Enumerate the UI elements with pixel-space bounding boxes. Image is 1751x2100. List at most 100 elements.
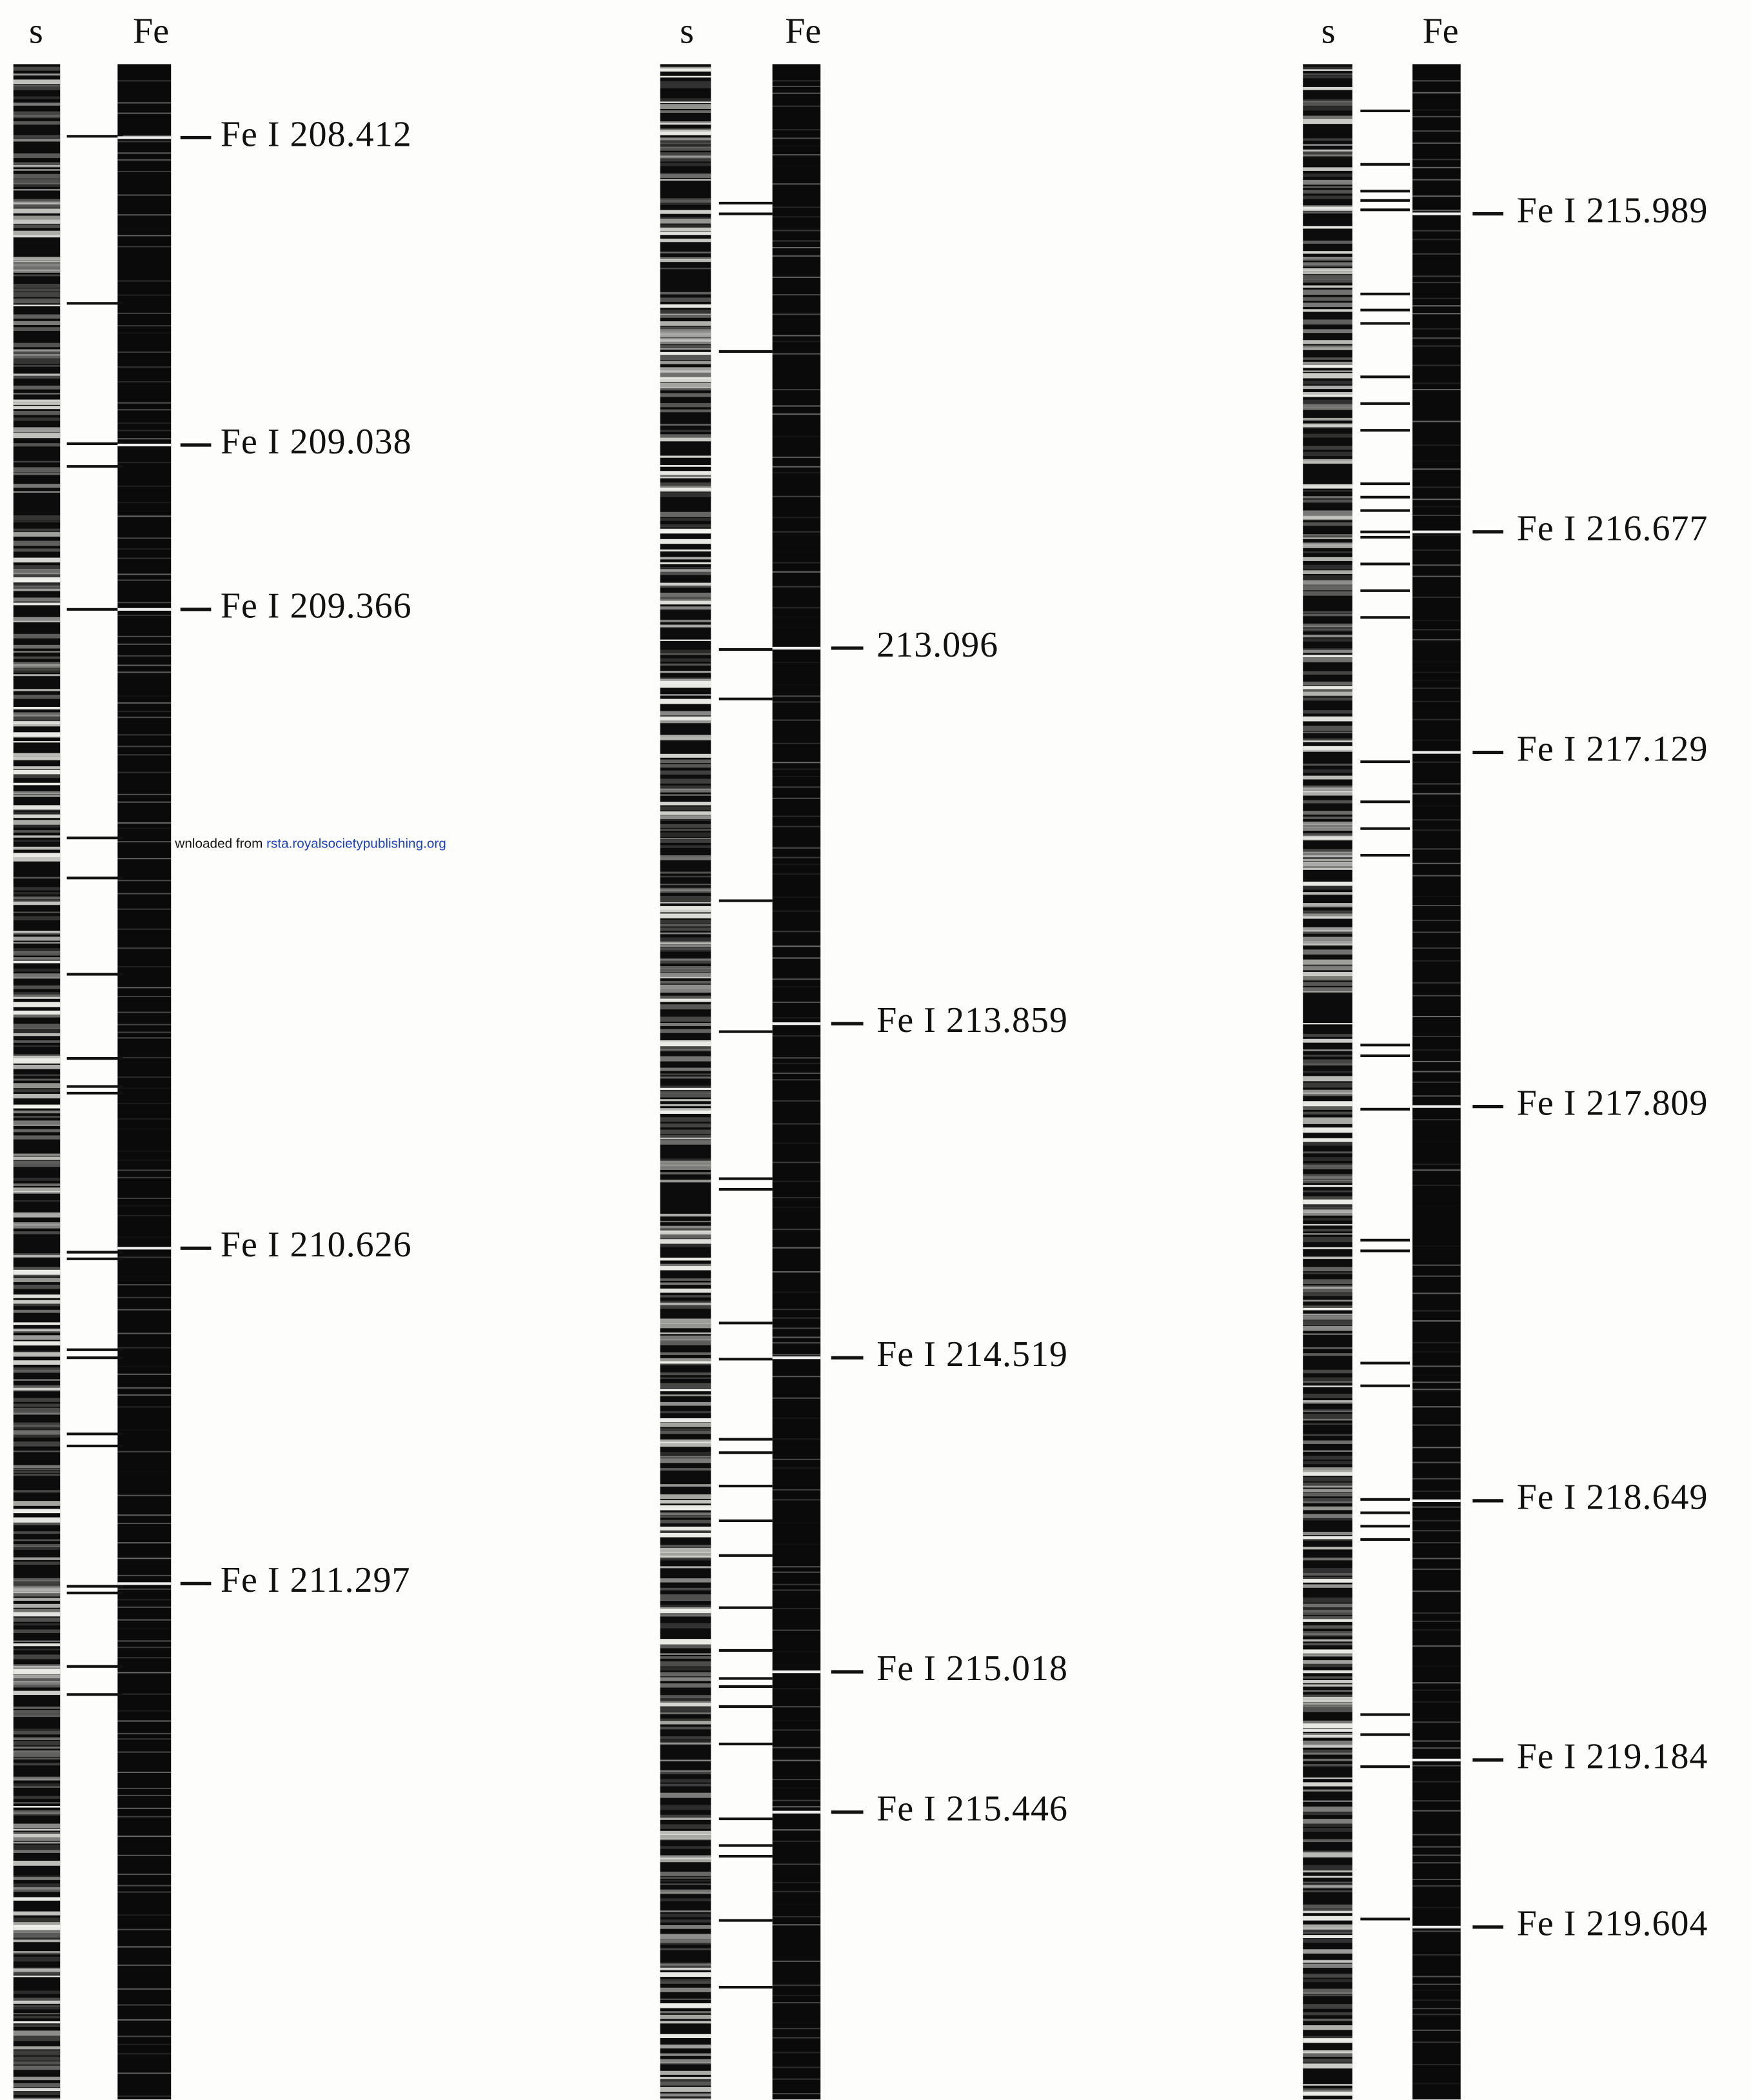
spectrum-line bbox=[117, 664, 172, 666]
spectrum-band bbox=[660, 896, 711, 902]
spectrum-band bbox=[13, 1592, 61, 1597]
spectrum-band bbox=[1303, 987, 1352, 992]
spectrum-band bbox=[1303, 1402, 1352, 1404]
fe-emission bbox=[772, 1810, 821, 1814]
spectrum-line bbox=[117, 502, 172, 504]
spectrum-band bbox=[13, 1917, 61, 1923]
spectrum-band bbox=[13, 1877, 61, 1881]
spectrum-line bbox=[117, 1687, 171, 1689]
spectrum-band bbox=[1303, 2092, 1352, 2096]
spectrum-line bbox=[772, 1196, 821, 1198]
spectrum-band bbox=[660, 679, 711, 682]
spectrum-band bbox=[660, 155, 711, 159]
spectrum-band bbox=[660, 1697, 711, 1703]
spectrum-band bbox=[13, 165, 61, 168]
spectrum-band bbox=[13, 138, 61, 142]
spectrum-line bbox=[117, 381, 172, 382]
spectrum-band bbox=[660, 423, 711, 426]
spectrum-line bbox=[117, 1732, 172, 1735]
spectrum-band bbox=[13, 1135, 61, 1140]
spectrum-band bbox=[1303, 1501, 1352, 1503]
spectrum-band bbox=[13, 1832, 61, 1835]
spectrum-line bbox=[117, 1995, 171, 1996]
spectrum-line bbox=[1412, 1293, 1461, 1294]
spectrum-band bbox=[13, 1783, 61, 1787]
spectrum-band bbox=[13, 410, 61, 415]
spectrum-band bbox=[13, 877, 61, 879]
spectrum-line bbox=[117, 366, 172, 368]
spectrum-band bbox=[1303, 1236, 1352, 1243]
spectrum-band bbox=[660, 1046, 711, 1052]
spectrum-band bbox=[660, 348, 711, 350]
spectrum-band bbox=[660, 989, 711, 993]
spectrum-band bbox=[13, 1810, 61, 1815]
spectrum-band bbox=[660, 1967, 711, 1970]
spectrum-band bbox=[1303, 1385, 1352, 1387]
spectrum-band bbox=[1303, 1547, 1352, 1550]
strip-header: s bbox=[680, 11, 694, 51]
spectrum-band bbox=[660, 345, 711, 348]
spectrum-band bbox=[660, 1305, 711, 1309]
spectrum-line bbox=[772, 1806, 821, 1808]
spectrum-band bbox=[13, 1875, 61, 1879]
spectrum-band bbox=[660, 1257, 711, 1261]
spectrum-band bbox=[1303, 1196, 1352, 1202]
spectrum-band bbox=[660, 943, 711, 947]
spectrum-band bbox=[13, 916, 61, 920]
spectrum-line bbox=[1412, 1035, 1461, 1038]
spectrum-band bbox=[13, 406, 61, 410]
spectrum-band bbox=[1303, 2050, 1352, 2054]
spectrum-band bbox=[13, 2097, 61, 2100]
spectrum-line bbox=[1412, 947, 1461, 949]
spectrum-line bbox=[117, 112, 172, 114]
spectrum-band bbox=[660, 1372, 711, 1376]
spectrum-band bbox=[660, 845, 711, 848]
spectrum-line bbox=[772, 1589, 821, 1591]
spectrum-band bbox=[13, 1531, 61, 1534]
spectrum-band bbox=[13, 1160, 61, 1165]
spectrum-band bbox=[660, 128, 711, 131]
spectrum-line bbox=[772, 2093, 821, 2095]
spectrum-band bbox=[13, 1953, 61, 1955]
spectrum-band bbox=[1303, 1959, 1352, 1962]
spectrum-band bbox=[13, 602, 61, 606]
spectrum-band bbox=[1303, 1300, 1352, 1302]
spectrum-line bbox=[117, 1606, 172, 1608]
spectrum-line bbox=[772, 1309, 821, 1311]
spectrum-band bbox=[1303, 1694, 1352, 1698]
spectrum-band bbox=[660, 292, 711, 295]
spectrum-line bbox=[117, 1151, 172, 1153]
spectrum-band bbox=[13, 689, 61, 691]
spectrum-line bbox=[117, 602, 172, 604]
spectrum-line bbox=[772, 1180, 821, 1182]
spectrum-band bbox=[1303, 211, 1352, 214]
spectrum-line bbox=[117, 229, 171, 230]
spectrum-band bbox=[1303, 1023, 1352, 1025]
spectrum-band bbox=[660, 1213, 711, 1217]
spectrum-line bbox=[1412, 862, 1461, 864]
spectrum-line bbox=[772, 353, 821, 355]
spectrum-band bbox=[1303, 1789, 1352, 1792]
spectrum-band bbox=[660, 1838, 711, 1841]
spectrum-line bbox=[117, 235, 172, 237]
spectrum-band bbox=[660, 1049, 711, 1051]
spectrum-line bbox=[1412, 1389, 1461, 1391]
spectrum-band bbox=[1303, 638, 1352, 642]
spectrum-band bbox=[660, 2099, 711, 2100]
spectrum-band bbox=[1303, 271, 1352, 275]
spectrum-band bbox=[13, 1064, 61, 1069]
spectrum-line bbox=[117, 1197, 172, 1200]
spectrum-line bbox=[117, 438, 172, 440]
spectrum-band bbox=[660, 1228, 711, 1233]
spectrum-band bbox=[660, 329, 711, 335]
spectrum-band bbox=[1303, 1963, 1352, 1968]
spectrum-band bbox=[660, 430, 711, 432]
spectrum-band bbox=[660, 1718, 711, 1723]
spectrum-line bbox=[1412, 506, 1461, 508]
spectrum-band bbox=[13, 583, 61, 586]
spectrum-band bbox=[13, 1750, 61, 1752]
spectrum-band bbox=[1303, 775, 1352, 780]
spectrum-line bbox=[1412, 778, 1461, 779]
spectrum-band bbox=[660, 923, 711, 927]
spectrum-band bbox=[660, 1963, 711, 1966]
